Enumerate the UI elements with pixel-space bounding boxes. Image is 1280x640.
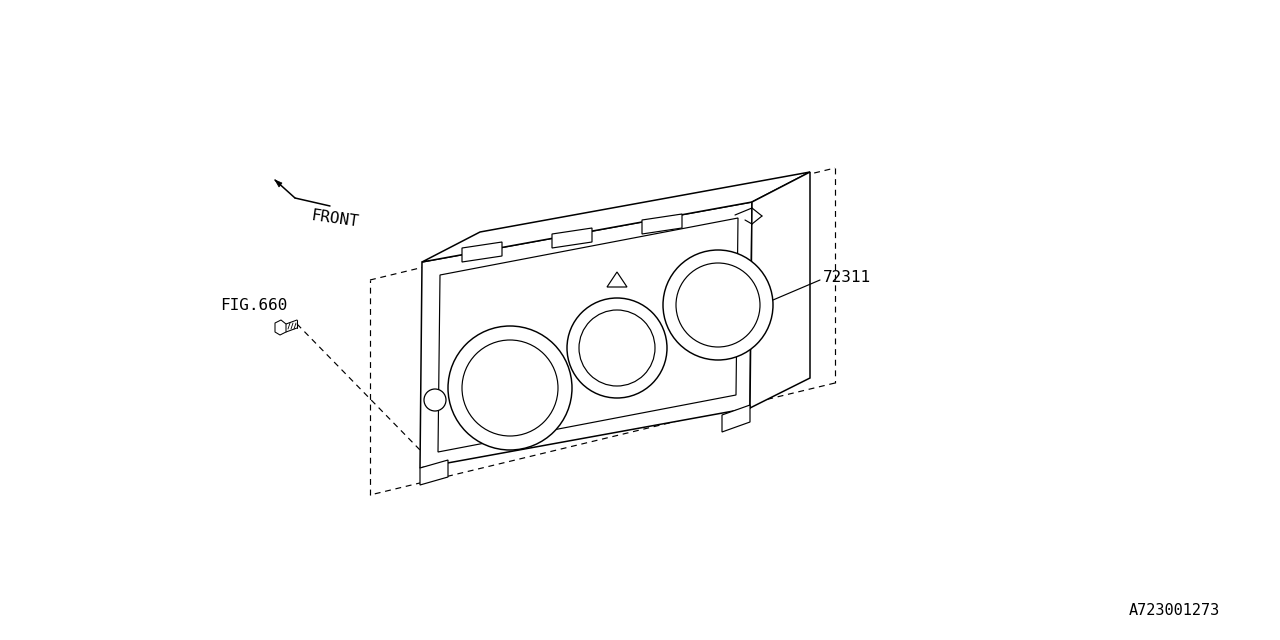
Polygon shape (420, 202, 753, 468)
Polygon shape (438, 218, 739, 452)
Polygon shape (422, 172, 810, 262)
Text: A723001273: A723001273 (1129, 603, 1220, 618)
Circle shape (579, 310, 655, 386)
Circle shape (663, 250, 773, 360)
Circle shape (567, 298, 667, 398)
Polygon shape (722, 405, 750, 432)
Polygon shape (275, 320, 285, 335)
Polygon shape (462, 242, 502, 262)
Polygon shape (750, 172, 810, 408)
Polygon shape (275, 180, 282, 187)
Polygon shape (420, 460, 448, 485)
Circle shape (676, 263, 760, 347)
Circle shape (424, 389, 445, 411)
Text: FRONT: FRONT (310, 208, 360, 230)
Circle shape (462, 340, 558, 436)
Circle shape (448, 326, 572, 450)
Text: FIG.660: FIG.660 (220, 298, 288, 312)
Polygon shape (552, 228, 591, 248)
Text: 72311: 72311 (823, 269, 872, 285)
Polygon shape (607, 272, 627, 287)
Polygon shape (643, 214, 682, 234)
